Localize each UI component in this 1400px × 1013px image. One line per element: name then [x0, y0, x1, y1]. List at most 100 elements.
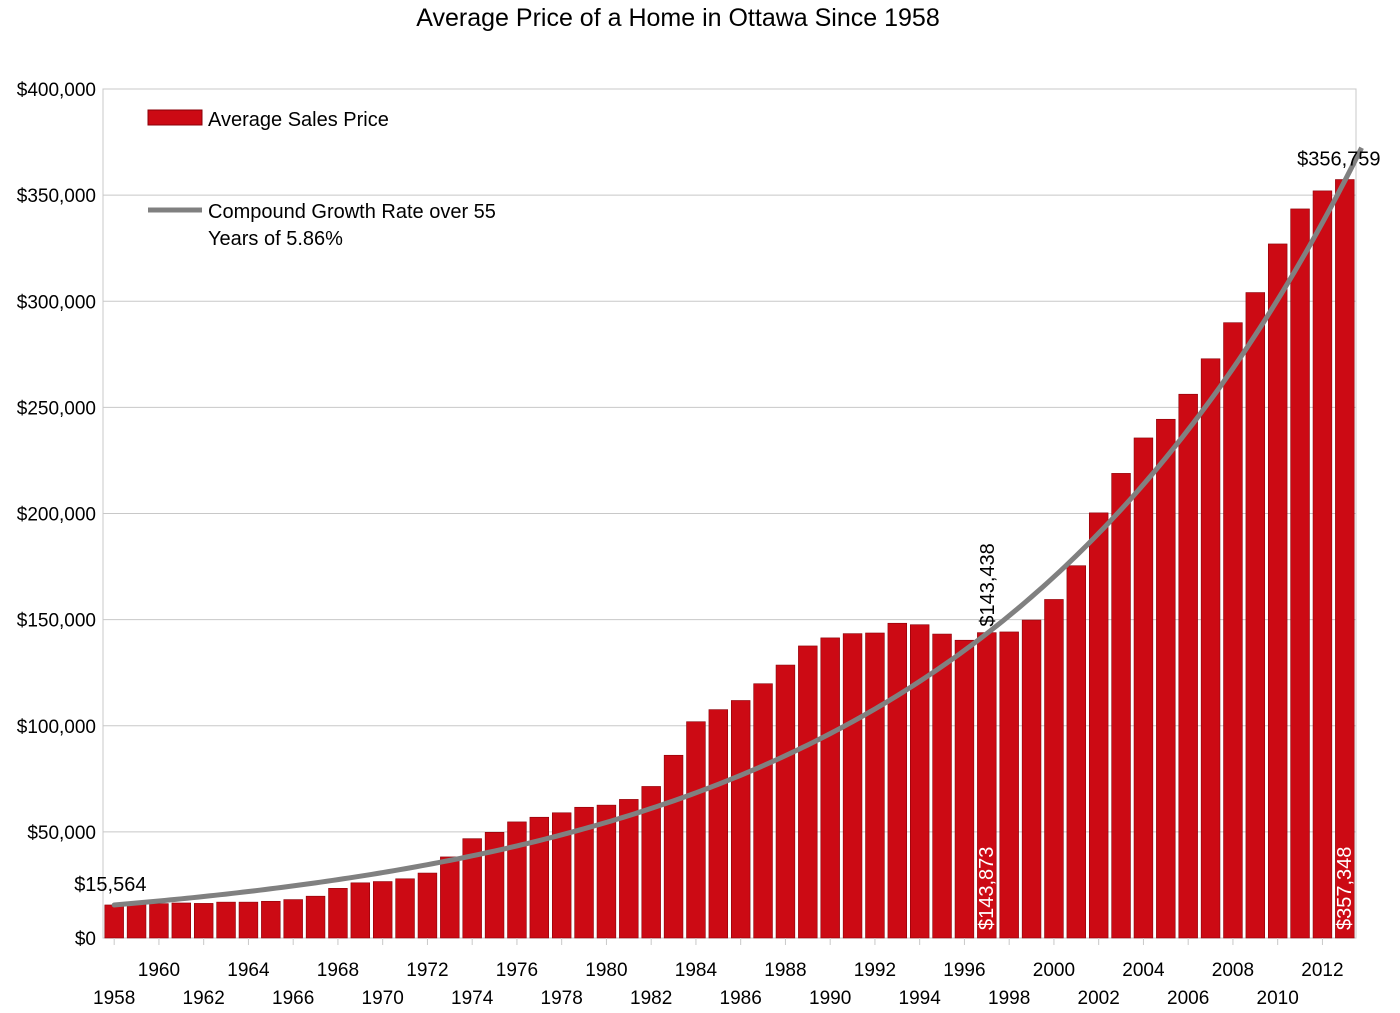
x-tick-label: 1972: [406, 960, 448, 981]
bar-1960: [149, 903, 169, 939]
bar-2012: [1312, 190, 1333, 939]
bar-1966: [283, 899, 303, 939]
legend-bar-swatch: [147, 109, 203, 126]
x-tick-label: 1992: [854, 960, 896, 981]
x-tick-label: 2004: [1122, 960, 1165, 981]
annotation-1958: $15,564: [74, 874, 146, 896]
legend-label-line-1: Compound Growth Rate over 55: [208, 201, 496, 223]
x-tick-label: 2006: [1167, 988, 1209, 1009]
x-tick-label: 1986: [720, 988, 762, 1009]
bar-1964: [238, 901, 259, 939]
growth-curve: [111, 146, 1364, 908]
bar-1989: [798, 645, 818, 939]
x-tick-label: 1996: [943, 960, 985, 981]
x-tick-label: 1994: [899, 988, 942, 1009]
y-tick-label: $300,000: [17, 292, 96, 313]
bar-1981: [619, 799, 639, 939]
x-tick-label: 1978: [541, 988, 583, 1009]
y-axis-ticks: $0 $50,000 $100,000 $150,000 $200,000 $250,00…: [17, 80, 96, 950]
bar-1970: [372, 881, 393, 939]
x-tick-label: 1988: [764, 960, 806, 981]
y-tick-label: $150,000: [17, 611, 96, 632]
bar-1959: [126, 904, 147, 939]
bar-1973: [440, 856, 460, 939]
legend: Average Sales Price Compound Growth Rate…: [147, 109, 502, 250]
x-tick-label: 2000: [1033, 960, 1075, 981]
bar-1998: [999, 631, 1019, 939]
x-tick-label: 1960: [138, 960, 180, 981]
bar-1965: [261, 900, 281, 939]
x-tick-label: 1962: [183, 988, 225, 1009]
y-tick-label: $200,000: [17, 505, 96, 526]
bar-2007: [1200, 358, 1221, 939]
x-tick-label: 2008: [1212, 960, 1254, 981]
bar-1987: [753, 683, 773, 939]
annotation-2013: $356,759: [1297, 149, 1380, 171]
x-tick-label: 1980: [585, 960, 627, 981]
growth-curve-layer: [111, 146, 1364, 908]
bar-1968: [328, 888, 348, 939]
bar-2005: [1156, 418, 1176, 939]
x-axis-ticks: 1958196019621964196619681970197219741976…: [93, 938, 1344, 1009]
bar-1994: [909, 624, 930, 939]
x-tick-label: 2012: [1301, 960, 1343, 981]
x-tick-label: 1998: [988, 988, 1030, 1009]
x-tick-label: 1970: [362, 988, 404, 1009]
bar-1962: [193, 903, 214, 939]
annotation-2013: $357,348: [1334, 847, 1356, 930]
bar-1986: [730, 700, 751, 939]
bar-2011: [1290, 208, 1310, 939]
legend-label-line-2: Years of 5.86%: [208, 228, 343, 250]
y-tick-label: $0: [75, 929, 96, 950]
bar-1967: [305, 895, 326, 939]
x-tick-label: 1966: [272, 988, 314, 1009]
x-tick-label: 2002: [1078, 988, 1120, 1009]
bar-1961: [171, 902, 192, 939]
legend-label-line: Compound Growth Rate over 55 Years of 5.…: [208, 201, 502, 250]
bar-1983: [663, 754, 684, 939]
bar-2002: [1088, 512, 1109, 939]
bar-1971: [395, 878, 415, 939]
bar-1963: [216, 901, 236, 939]
bar-2008: [1223, 322, 1243, 939]
bar-1988: [775, 664, 796, 939]
plot-border: [102, 88, 1357, 939]
y-tick-label: $250,000: [17, 398, 96, 419]
y-tick-label: $100,000: [17, 717, 96, 738]
y-tick-label: $400,000: [17, 80, 96, 101]
bar-2009: [1245, 292, 1266, 939]
bar-2003: [1111, 473, 1131, 939]
bar-2004: [1133, 437, 1154, 939]
bar-1977: [529, 816, 550, 939]
x-tick-label: 1964: [227, 960, 270, 981]
bar-1993: [887, 622, 908, 939]
legend-label-bar: Average Sales Price: [208, 109, 389, 131]
x-tick-label: 2010: [1257, 988, 1299, 1009]
bar-1996: [954, 639, 975, 939]
bar-1990: [820, 637, 840, 939]
x-tick-label: 1976: [496, 960, 538, 981]
bar-2001: [1066, 565, 1087, 939]
bar-1995: [932, 633, 952, 939]
bar-1979: [574, 806, 594, 939]
x-tick-label: 1984: [675, 960, 718, 981]
x-tick-label: 1968: [317, 960, 359, 981]
bar-2006: [1178, 393, 1198, 939]
bar-1972: [417, 872, 438, 939]
bar-1975: [484, 831, 505, 939]
bar-1992: [865, 632, 885, 939]
y-tick-label: $350,000: [17, 186, 96, 207]
chart-title: Average Price of a Home in Ottawa Since …: [416, 4, 940, 32]
y-tick-label: $50,000: [27, 823, 96, 844]
bar-1958: [104, 904, 124, 939]
bar-1985: [708, 709, 729, 939]
bar-1984: [686, 721, 706, 939]
bar-2013: [1335, 179, 1355, 939]
bar-2010: [1267, 243, 1288, 939]
x-tick-label: 1974: [451, 988, 494, 1009]
bar-series: [104, 179, 1355, 939]
x-tick-label: 1958: [93, 988, 135, 1009]
data-annotations: $15,564 $143,438 $356,759 $143,873 $357,348: [74, 149, 1380, 930]
bar-1999: [1021, 619, 1042, 939]
